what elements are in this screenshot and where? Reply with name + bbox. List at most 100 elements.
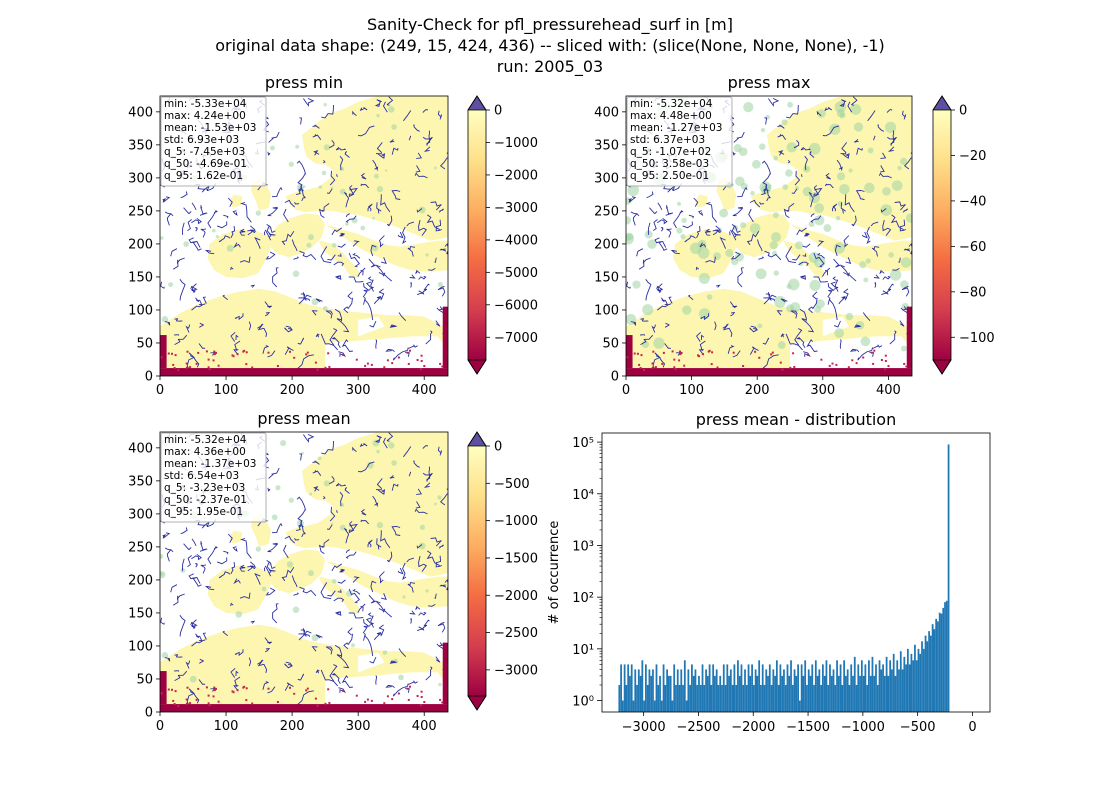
stats-line: std: 6.54e+03 — [164, 470, 239, 482]
river-line — [813, 276, 828, 283]
river-line — [871, 246, 880, 257]
river-line — [855, 190, 865, 200]
boundary-cell — [391, 362, 394, 365]
boundary-cell — [884, 360, 887, 362]
y-tick-label: 10¹ — [572, 643, 594, 658]
heatmap-panel-press-min: press min 0 100 200 300 400 0 50 100 150 200 250 300… — [128, 73, 538, 398]
river-line — [877, 124, 884, 132]
river-line — [262, 681, 270, 690]
boundary-cell — [441, 365, 444, 368]
histogram-bar — [763, 684, 766, 712]
boundary-cell — [758, 356, 761, 359]
river-line — [813, 252, 825, 268]
river-line — [174, 670, 188, 681]
x-tick-label: 400 — [876, 383, 901, 398]
river-line — [748, 208, 754, 223]
river-line — [335, 482, 347, 487]
boundary-cell — [324, 366, 327, 369]
river-line — [439, 306, 445, 311]
river-line — [372, 159, 379, 172]
stats-box-frame — [160, 96, 267, 187]
river-line — [804, 232, 810, 237]
histogram-bar — [698, 675, 700, 712]
boundary-cell — [197, 687, 200, 690]
river-line — [367, 276, 374, 292]
wet-patch — [698, 272, 710, 284]
river-line — [318, 208, 325, 218]
river-line — [422, 109, 429, 113]
river-line — [293, 256, 299, 260]
river-line — [416, 488, 423, 495]
boundary-strip — [160, 671, 167, 705]
river-line — [389, 138, 395, 143]
boundary-cell — [679, 350, 681, 353]
boundary-cell — [205, 686, 208, 689]
histogram-bar — [749, 675, 752, 712]
boundary-cell — [884, 354, 887, 357]
river-line — [414, 508, 428, 515]
wet-patch — [839, 112, 846, 119]
histogram-bar — [848, 684, 851, 712]
wet-patch — [782, 184, 789, 190]
histogram-bar — [726, 664, 729, 712]
stats-line: mean: -1.53e+03 — [164, 122, 256, 134]
river-line — [439, 584, 447, 588]
river-line — [408, 344, 418, 349]
histogram-bar — [701, 664, 704, 712]
river-line — [339, 568, 346, 573]
river-line — [423, 482, 431, 488]
river-line — [320, 333, 339, 351]
river-line — [656, 217, 668, 225]
boundary-cell — [662, 351, 665, 354]
river-line — [233, 340, 241, 356]
river-line — [303, 97, 315, 107]
boundary-cell — [251, 702, 254, 705]
x-tick-label: 0 — [968, 720, 976, 735]
river-line — [378, 235, 385, 248]
x-tick-label: 400 — [412, 383, 437, 398]
river-line — [329, 170, 336, 186]
river-line — [162, 532, 171, 539]
histogram-bar — [899, 651, 902, 712]
river-line — [696, 331, 702, 342]
wet-patch — [834, 328, 845, 338]
river-line — [299, 453, 303, 461]
river-line — [900, 307, 909, 314]
river-line — [802, 243, 811, 248]
boundary-cell — [185, 362, 188, 365]
histogram-bar — [652, 669, 654, 712]
boundary-cell — [397, 692, 400, 695]
wet-patch — [786, 304, 795, 313]
river-line — [250, 284, 256, 288]
x-tick-label: −2000 — [731, 720, 775, 735]
land-region — [285, 96, 448, 241]
histogram-bar — [908, 664, 911, 712]
axes-frame — [159, 95, 449, 377]
histogram-bar — [745, 684, 748, 712]
boundary-cell — [905, 365, 908, 368]
boundary-cell — [231, 354, 234, 357]
river-line — [418, 219, 427, 236]
river-line — [386, 551, 393, 563]
river-line — [204, 249, 215, 255]
river-line — [205, 183, 217, 192]
wet-patch — [848, 168, 853, 173]
river-line — [430, 201, 442, 211]
river-line — [391, 147, 399, 155]
wet-patch — [735, 176, 745, 187]
river-line — [230, 331, 236, 342]
x-tick-label: 300 — [346, 383, 371, 398]
river-line — [297, 509, 306, 528]
river-line — [626, 352, 627, 354]
river-line — [888, 146, 895, 152]
river-line — [804, 233, 810, 236]
wet-patch — [331, 578, 337, 584]
y-tick-label: 100 — [128, 303, 153, 318]
river-line — [345, 549, 350, 554]
histogram-bar — [790, 660, 792, 712]
wet-patch — [681, 217, 687, 224]
histogram-bar — [683, 660, 686, 712]
river-line — [190, 624, 196, 629]
river-line — [265, 251, 276, 260]
y-tick-label: 200 — [594, 237, 619, 252]
